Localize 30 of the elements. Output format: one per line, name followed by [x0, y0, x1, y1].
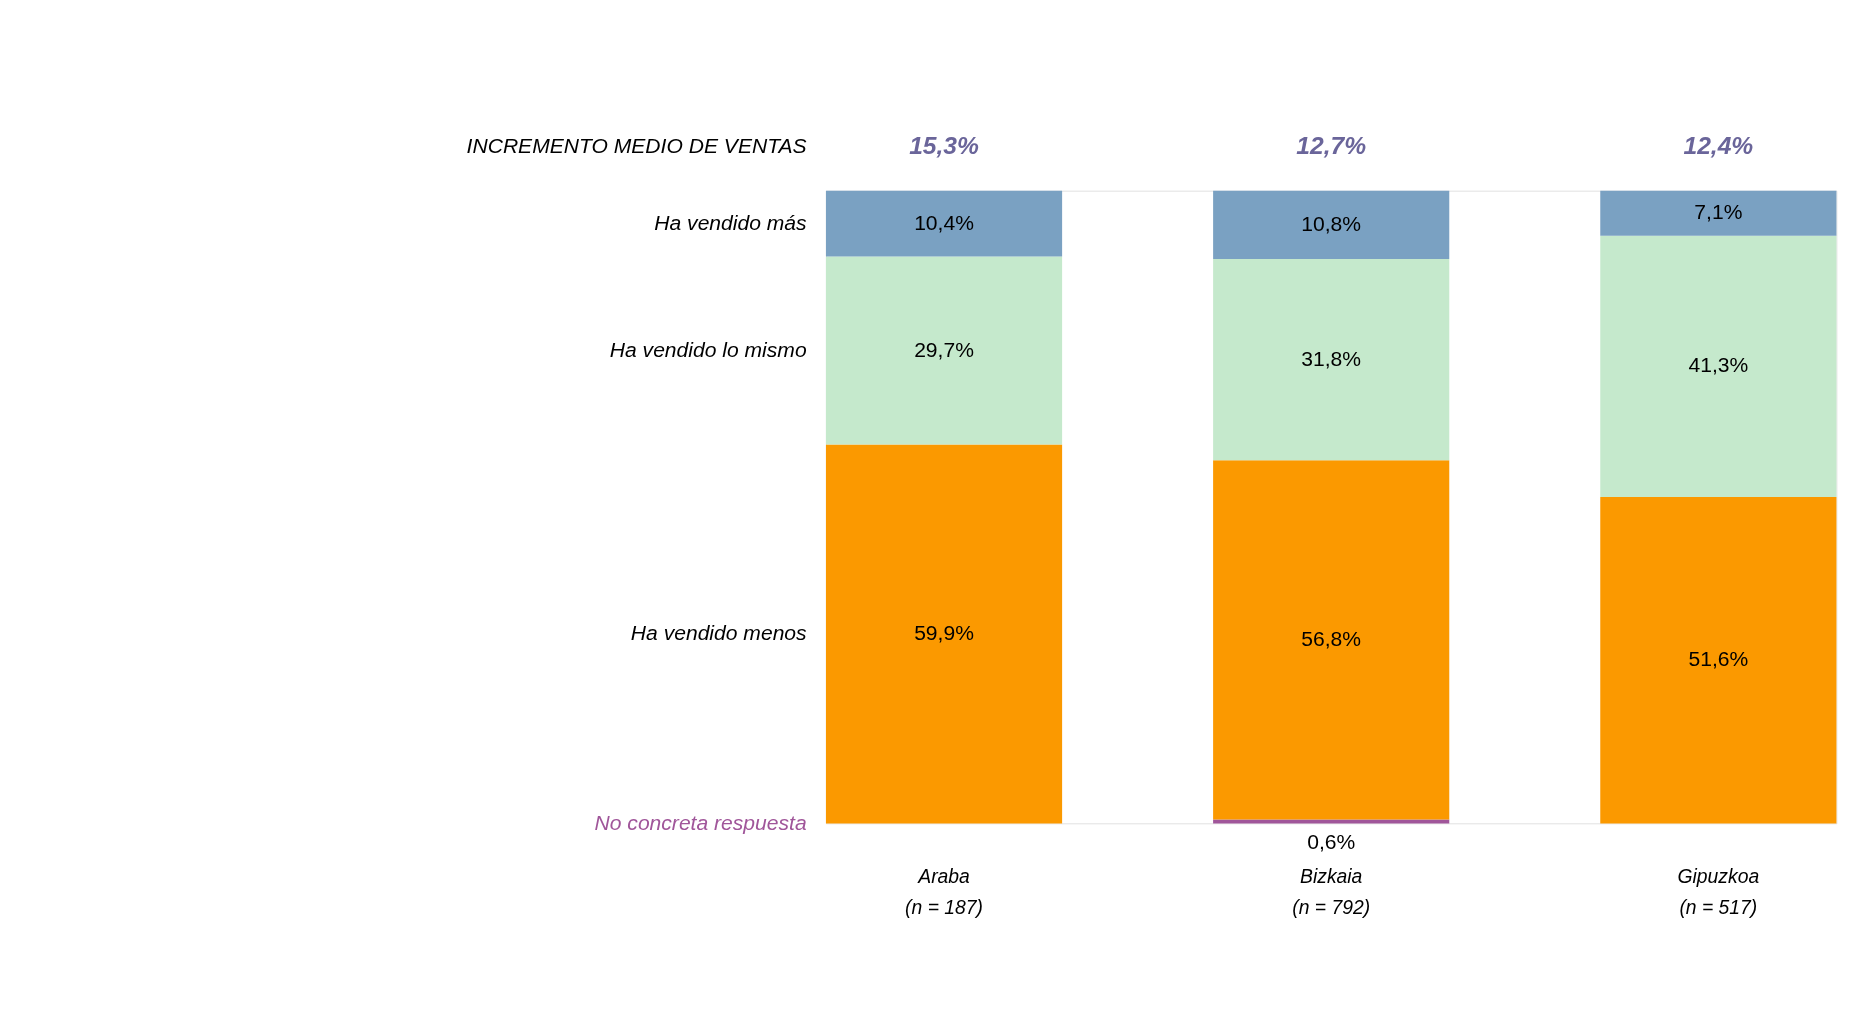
bar	[1600, 496, 1837, 824]
bar	[825, 190, 1063, 257]
x-tick-label: Bizkaia (n = 792)	[1292, 865, 1371, 919]
text: 12,4%	[1683, 131, 1754, 159]
x-tick-label: Araba (n = 187)	[905, 865, 983, 919]
data-label: 56,8%	[1301, 627, 1362, 651]
series-label: Ha vendido más	[654, 210, 808, 234]
bar	[1600, 235, 1837, 497]
data-label: 0,6%	[1307, 829, 1356, 853]
text: 15,3%	[909, 131, 980, 159]
series-label: Ha vendido lo mismo	[609, 337, 807, 361]
x-tick-label: Gipuzkoa (n = 517)	[1677, 865, 1760, 919]
data-label: 31,8%	[1301, 346, 1362, 370]
data-label: 29,7%	[914, 337, 974, 361]
text: INCREMENTO MEDIO DE VENTAS	[466, 133, 807, 157]
data-label: 10,8%	[1301, 212, 1362, 236]
data-label: 59,9%	[914, 621, 974, 645]
data-label: 10,4%	[914, 210, 974, 234]
series-label: Ha vendido menos	[630, 621, 808, 645]
bar	[1213, 190, 1450, 260]
bar	[825, 256, 1063, 445]
text: No concreta respuesta	[594, 810, 807, 834]
bar	[825, 444, 1063, 824]
data-label: 51,6%	[1688, 647, 1749, 671]
data-label: 41,3%	[1688, 353, 1749, 377]
text: 12,7%	[1296, 131, 1367, 159]
data-label: 7,1%	[1694, 200, 1743, 224]
bar	[1213, 460, 1450, 820]
bar	[1213, 259, 1450, 461]
bar	[1600, 190, 1837, 236]
